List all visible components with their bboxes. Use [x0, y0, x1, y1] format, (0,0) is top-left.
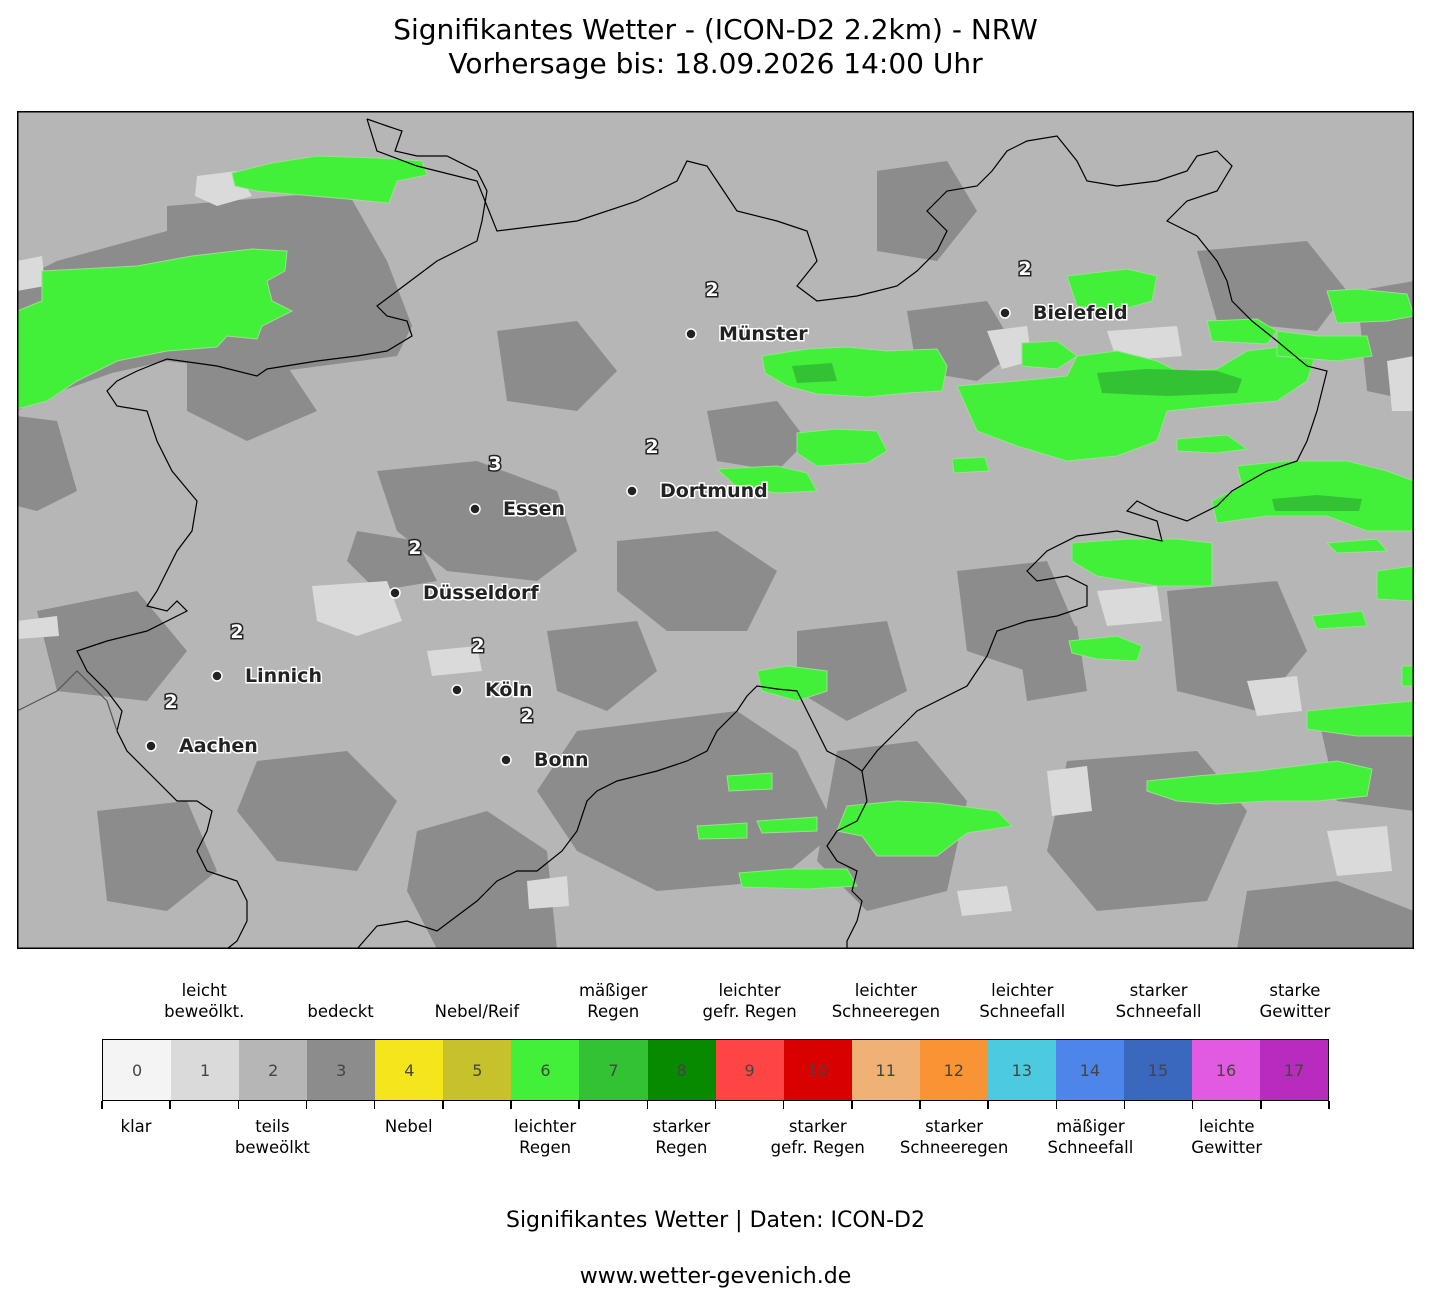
legend-swatch-4: 4 [375, 1040, 444, 1100]
legend-label-13: leichter Schneefall [979, 981, 1066, 1021]
legend-label-12: starker Schneeregen [899, 1117, 1009, 1157]
legend-tick [305, 1101, 308, 1109]
legend-label-3: bedeckt [307, 1002, 374, 1021]
legend-label-2: teils beweölkt [234, 1117, 310, 1157]
legend-swatch-10: 10 [783, 1040, 852, 1100]
legend-swatch-8: 8 [647, 1040, 716, 1100]
weather-code-label: 2 [230, 621, 243, 643]
city-marker-linnich [211, 670, 223, 682]
legend-label-15: starker Schneefall [1115, 981, 1202, 1021]
nrw-border [366, 118, 1328, 949]
legend-swatch-16: 16 [1192, 1040, 1261, 1100]
map-title: Signifikantes Wetter - (ICON-D2 2.2km) -… [393, 13, 1038, 46]
legend-label-7: mäßiger Regen [578, 981, 648, 1021]
city-label-essen: Essen [503, 498, 565, 520]
legend-swatch-1: 1 [171, 1040, 240, 1100]
legend-label-11: leichter Schneeregen [831, 981, 941, 1021]
city-label-duesseldorf: Düsseldorf [423, 582, 539, 604]
legend-label-10: starker gefr. Regen [770, 1117, 865, 1157]
legend-tick [1191, 1101, 1194, 1109]
city-marker-bielefeld [999, 307, 1011, 319]
city-label-dortmund: Dortmund [660, 480, 768, 502]
legend-swatch-17: 17 [1260, 1040, 1329, 1100]
legend-label-5: Nebel/Reif [434, 1002, 520, 1021]
legend-tick [1055, 1101, 1058, 1109]
forecast-valid-time: Vorhersage bis: 18.09.2026 14:00 Uhr [448, 47, 983, 80]
city-marker-bonn [500, 754, 512, 766]
legend-swatch-3: 3 [307, 1040, 376, 1100]
footer-url: www.wetter-gevenich.de [579, 1264, 852, 1289]
legend-label-14: mäßiger Schneefall [1047, 1117, 1134, 1157]
weather-map: Münster Bielefeld Dortmund Essen Düsseld… [17, 111, 1414, 949]
legend-tick [442, 1101, 444, 1109]
legend-swatch-12: 12 [919, 1040, 988, 1100]
legend-tick [101, 1101, 103, 1109]
city-label-bielefeld: Bielefeld [1033, 302, 1128, 324]
map-frame [17, 111, 1414, 949]
legend-label-6: leichter Regen [513, 1117, 577, 1157]
weather-code-label: 2 [471, 635, 484, 657]
legend-label-9: leichter gefr. Regen [702, 981, 797, 1021]
legend-tick [510, 1101, 512, 1109]
cities: Münster Bielefeld Dortmund Essen Düsseld… [145, 301, 1129, 773]
weather-code-label: 2 [645, 436, 658, 458]
weather-code-label: 3 [488, 453, 501, 475]
legend-label-1: leicht beweölkt. [164, 981, 245, 1021]
legend-tick [919, 1101, 921, 1109]
nrw-border-south [356, 685, 863, 949]
city-label-bonn: Bonn [534, 749, 589, 771]
legend-label-8: starker Regen [652, 1117, 711, 1157]
legend-tick [851, 1101, 853, 1109]
city-label-muenster: Münster [719, 323, 808, 345]
legend-colorbar: 0 1 2 3 4 5 6 7 8 9 10 11 12 13 14 15 16 17 [102, 1039, 1329, 1101]
nrw-border-west [76, 118, 488, 949]
legend-tick [169, 1101, 171, 1109]
legend-tick [1123, 1101, 1126, 1109]
neighbor-border [17, 670, 118, 732]
city-marker-duesseldorf [389, 587, 401, 599]
moderate-rain-areas [792, 363, 1362, 511]
legend-tick [987, 1101, 989, 1109]
legend-tick [782, 1101, 785, 1109]
legend-swatch-2: 2 [239, 1040, 308, 1100]
legend-label-4: Nebel [384, 1117, 433, 1136]
weather-code-label: 2 [520, 705, 533, 727]
city-label-aachen: Aachen [179, 735, 258, 757]
legend-swatch-5: 5 [443, 1040, 512, 1100]
legend-swatch-15: 15 [1123, 1040, 1192, 1100]
legend-swatch-11: 11 [851, 1040, 920, 1100]
legend-tick [646, 1101, 649, 1109]
legend-tick [1260, 1101, 1262, 1109]
border-lines [17, 118, 1328, 949]
legend-swatch-13: 13 [987, 1040, 1056, 1100]
city-label-linnich: Linnich [245, 665, 322, 687]
legend-label-16: leichte Gewitter [1191, 1117, 1263, 1157]
legend-tick [237, 1101, 240, 1109]
footer-caption: Signifikantes Wetter | Daten: ICON-D2 [505, 1208, 925, 1233]
legend-tick [578, 1101, 580, 1109]
weather-code-label: 2 [408, 537, 421, 559]
weather-code-label: 2 [164, 691, 177, 713]
weather-code-label: 2 [705, 279, 718, 301]
city-marker-aachen [145, 740, 157, 752]
legend-swatch-7: 7 [579, 1040, 648, 1100]
legend-label-17: starke Gewitter [1259, 981, 1331, 1021]
legend-tick [373, 1101, 376, 1109]
legend-tick [714, 1101, 717, 1109]
city-marker-essen [469, 503, 481, 515]
legend-swatch-9: 9 [715, 1040, 784, 1100]
city-marker-dortmund [626, 485, 638, 497]
legend-swatch-0: 0 [103, 1040, 172, 1100]
weather-codes: 2 2 2 3 2 2 2 2 2 [163, 257, 1033, 729]
mostly-clear-areas [17, 171, 1414, 916]
legend-swatch-6: 6 [511, 1040, 580, 1100]
legend-label-0: klar [120, 1117, 152, 1136]
city-label-koeln: Köln [485, 679, 532, 701]
legend-swatch-14: 14 [1055, 1040, 1124, 1100]
city-marker-muenster [685, 328, 697, 340]
city-marker-koeln [451, 684, 463, 696]
weather-code-label: 2 [1018, 258, 1031, 280]
legend-tick [1328, 1101, 1330, 1109]
